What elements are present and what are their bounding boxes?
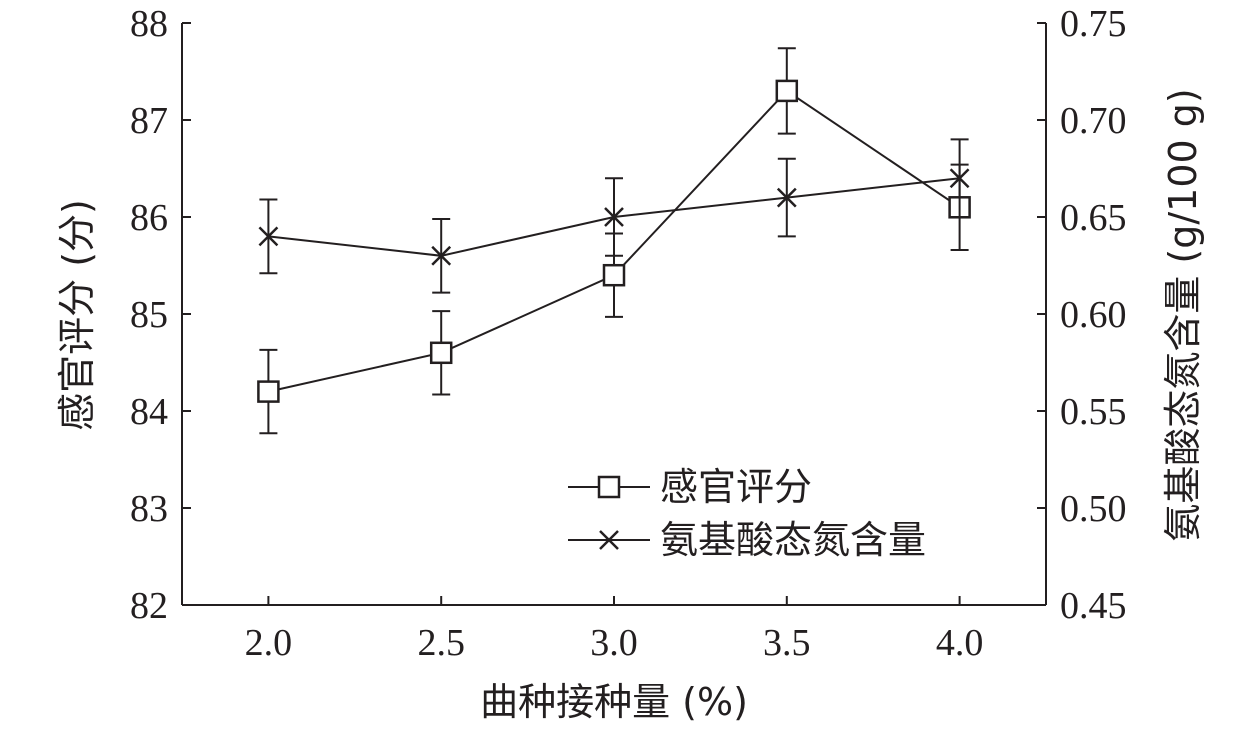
ticks: 2.0 2.5 3.0 3.5 4.0 82 83 84 85 86 87 88 0.45 0.50 0.5… (130, 3, 1127, 664)
data-point-square (429, 341, 453, 365)
legend-item-1: 感官评分 (568, 465, 812, 509)
x-marker-stroke (604, 207, 624, 227)
legend-marker-square (597, 475, 621, 499)
y-left-tick-label: 86 (130, 197, 168, 239)
legend-marker-x (599, 530, 619, 550)
series-layer (257, 47, 971, 435)
y-right-axis-title: 氨基酸态氮含量 (g/100 g) (1161, 88, 1205, 541)
x-marker-stroke (258, 226, 279, 247)
x-marker-stroke (599, 530, 619, 550)
legend-label: 氨基酸态氮含量 (660, 518, 926, 562)
x-tick-label: 2.5 (417, 622, 465, 664)
series-2 (258, 138, 970, 294)
x-marker-stroke (431, 245, 452, 266)
y-left-tick-label: 88 (130, 3, 168, 45)
data-point-x (604, 207, 624, 227)
x-tick-label: 3.5 (763, 622, 811, 664)
legend-label: 感官评分 (660, 465, 812, 509)
y-right-tick-label: 0.55 (1060, 391, 1127, 433)
y-right-tick-label: 0.45 (1060, 585, 1127, 627)
y-left-axis-title: 感官评分 (分) (55, 199, 99, 431)
y-right-tick-label: 0.50 (1060, 488, 1127, 530)
y-right-tick-label: 0.75 (1060, 3, 1127, 45)
series-1 (257, 47, 971, 435)
data-point-square (602, 263, 626, 287)
x-tick-label: 3.0 (590, 622, 638, 664)
x-tick-label: 2.0 (245, 622, 293, 664)
data-point-square (775, 79, 799, 103)
x-tick-label: 4.0 (936, 622, 984, 664)
y-left-tick-label: 83 (130, 488, 168, 530)
data-point-x (949, 168, 970, 189)
y-left-tick-label: 85 (130, 294, 168, 336)
data-point-square (257, 380, 280, 403)
y-right-tick-label: 0.65 (1060, 197, 1127, 239)
x-marker-stroke (776, 187, 797, 208)
data-point-x (776, 187, 797, 208)
x-axis-title: 曲种接种量 (%) (480, 680, 748, 724)
y-right-tick-label: 0.70 (1060, 100, 1127, 142)
y-right-tick-label: 0.60 (1060, 294, 1127, 336)
data-point-x (431, 245, 452, 266)
legend-item-2: 氨基酸态氮含量 (568, 518, 926, 562)
y-left-tick-label: 84 (130, 391, 168, 433)
data-point-x (258, 226, 279, 247)
y-left-tick-label: 87 (130, 100, 168, 142)
y-left-tick-label: 82 (130, 585, 168, 627)
x-marker-stroke (949, 168, 970, 189)
